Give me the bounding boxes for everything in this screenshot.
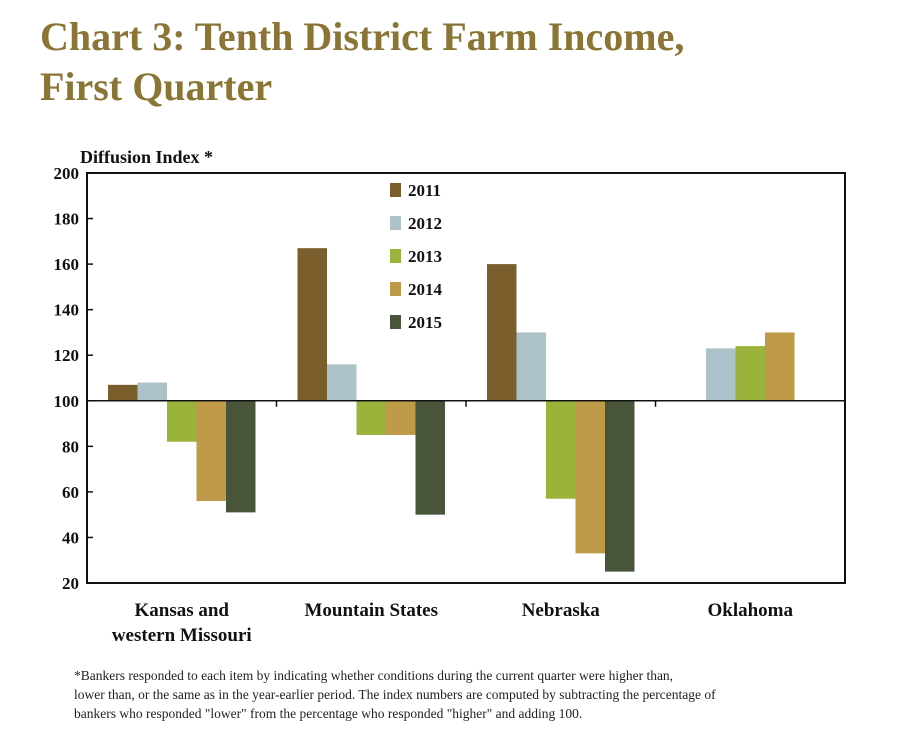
bar-2015	[226, 400, 256, 513]
bar-2013	[735, 346, 765, 401]
chart-title: Chart 3: Tenth District Farm Income, Fir…	[40, 12, 880, 112]
x-category-label: Kansas and	[134, 600, 229, 621]
chart-title-line-1: Chart 3: Tenth District Farm Income,	[40, 14, 685, 59]
bar-2015	[605, 400, 635, 572]
x-category-label: Oklahoma	[707, 600, 793, 621]
legend-swatch-2013	[390, 249, 401, 263]
legend-label-2014: 2014	[408, 280, 443, 299]
y-axis: 20 40 60 80 100 120 140 160 180 200	[54, 164, 93, 593]
y-tick-label: 180	[54, 210, 80, 229]
y-tick-label: 60	[62, 483, 79, 502]
legend-label-2015: 2015	[408, 313, 442, 332]
bar-2011	[297, 248, 327, 401]
y-tick-label: 20	[62, 574, 79, 593]
y-tick-label: 140	[54, 301, 80, 320]
footnote: *Bankers responded to each item by indic…	[74, 666, 874, 723]
bar-2012	[327, 364, 357, 401]
bar-2013	[167, 400, 197, 442]
y-tick-label: 120	[54, 346, 80, 365]
bar-2013	[546, 400, 576, 499]
x-category-label: western Missouri	[112, 625, 252, 646]
legend-label-2011: 2011	[408, 181, 441, 200]
legend-swatch-2014	[390, 282, 401, 296]
footnote-line-2: lower than, or the same as in the year-e…	[74, 687, 716, 702]
legend-label-2012: 2012	[408, 214, 442, 233]
chart-marks	[108, 248, 795, 572]
bar-2011	[487, 264, 517, 401]
y-tick-label: 160	[54, 255, 80, 274]
bar-2015	[415, 400, 445, 515]
y-axis-label: Diffusion Index *	[80, 147, 213, 167]
y-tick-label: 80	[62, 437, 79, 456]
y-tick-label: 100	[54, 392, 80, 411]
bar-2014	[196, 400, 226, 501]
bar-2012	[706, 348, 736, 401]
chart-title-line-2: First Quarter	[40, 64, 273, 109]
legend-swatch-2012	[390, 216, 401, 230]
plot-frame	[86, 172, 846, 584]
x-axis: Kansas and western Missouri Mountain State…	[112, 400, 794, 646]
bar-2014	[765, 332, 795, 401]
bar-2014	[386, 400, 416, 435]
y-tick-label: 40	[62, 528, 79, 547]
bar-2012	[137, 382, 167, 401]
footnote-line-3: bankers who responded "lower" from the p…	[74, 706, 583, 721]
legend-swatch-2011	[390, 183, 401, 197]
x-category-label: Nebraska	[522, 600, 601, 621]
legend: 2011 2012 2013 2014 2015	[390, 181, 443, 332]
footnote-line-1: *Bankers responded to each item by indic…	[74, 668, 674, 683]
bar-2011	[108, 384, 138, 401]
legend-swatch-2015	[390, 315, 401, 329]
bar-2013	[356, 400, 386, 435]
legend-label-2013: 2013	[408, 247, 442, 266]
bar-2014	[575, 400, 605, 554]
y-tick-label: 200	[54, 164, 80, 183]
bar-2012	[516, 332, 546, 401]
x-category-label: Mountain States	[304, 600, 438, 621]
